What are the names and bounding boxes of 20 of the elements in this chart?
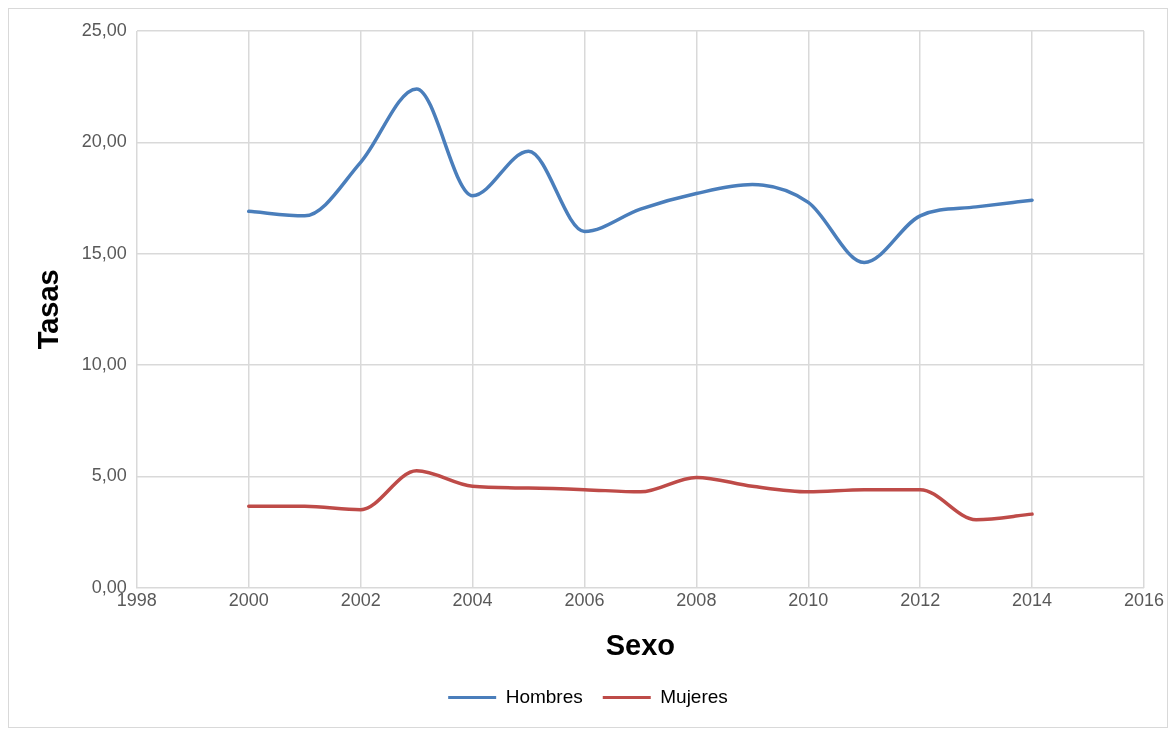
- legend-label: Hombres: [505, 685, 583, 707]
- x-tick-label: 2010: [788, 590, 829, 611]
- x-tick-label: 2012: [900, 590, 941, 611]
- x-tick-label: 2004: [452, 590, 493, 611]
- y-tick-label: 5,00: [91, 465, 127, 486]
- x-tick-label: 2006: [564, 590, 605, 611]
- x-tick-label: 2016: [1123, 590, 1164, 611]
- x-tick-label: 2002: [340, 590, 381, 611]
- y-axis-title: Tasas: [32, 269, 65, 350]
- y-tick-label: 20,00: [81, 131, 127, 152]
- y-tick-label: 10,00: [81, 353, 127, 374]
- x-tick-label: 2008: [676, 590, 717, 611]
- line-series: [247, 468, 1034, 522]
- x-tick-label: 2000: [228, 590, 269, 611]
- y-tick-label: 25,00: [81, 19, 127, 40]
- x-axis-title: Sexo: [605, 628, 676, 661]
- y-tick-label: 15,00: [81, 242, 127, 263]
- line-series: [247, 87, 1034, 265]
- legend-label: Mujeres: [660, 685, 728, 707]
- x-tick-label: 2014: [1012, 590, 1053, 611]
